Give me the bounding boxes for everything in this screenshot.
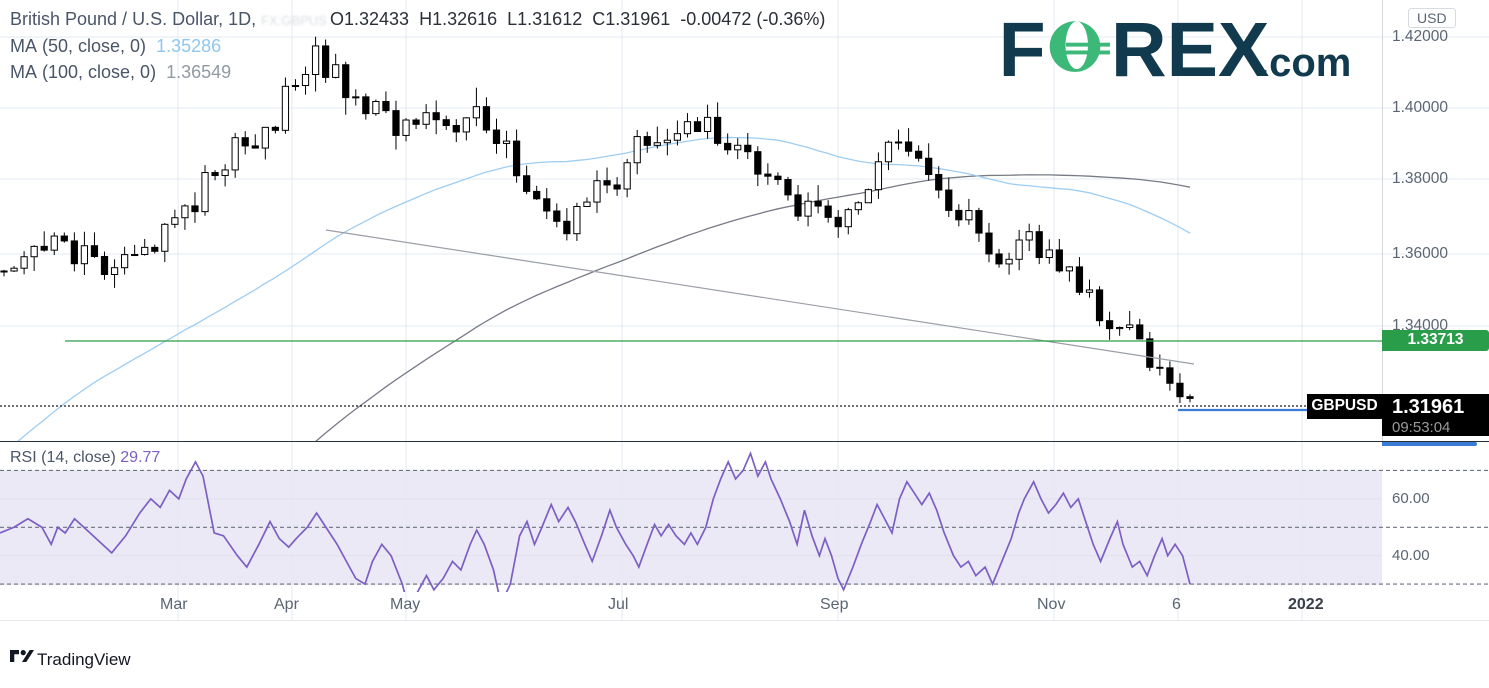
- svg-text:REX: REX: [1111, 7, 1269, 93]
- svg-text:.com: .com: [1258, 41, 1351, 85]
- svg-text:F: F: [999, 7, 1046, 93]
